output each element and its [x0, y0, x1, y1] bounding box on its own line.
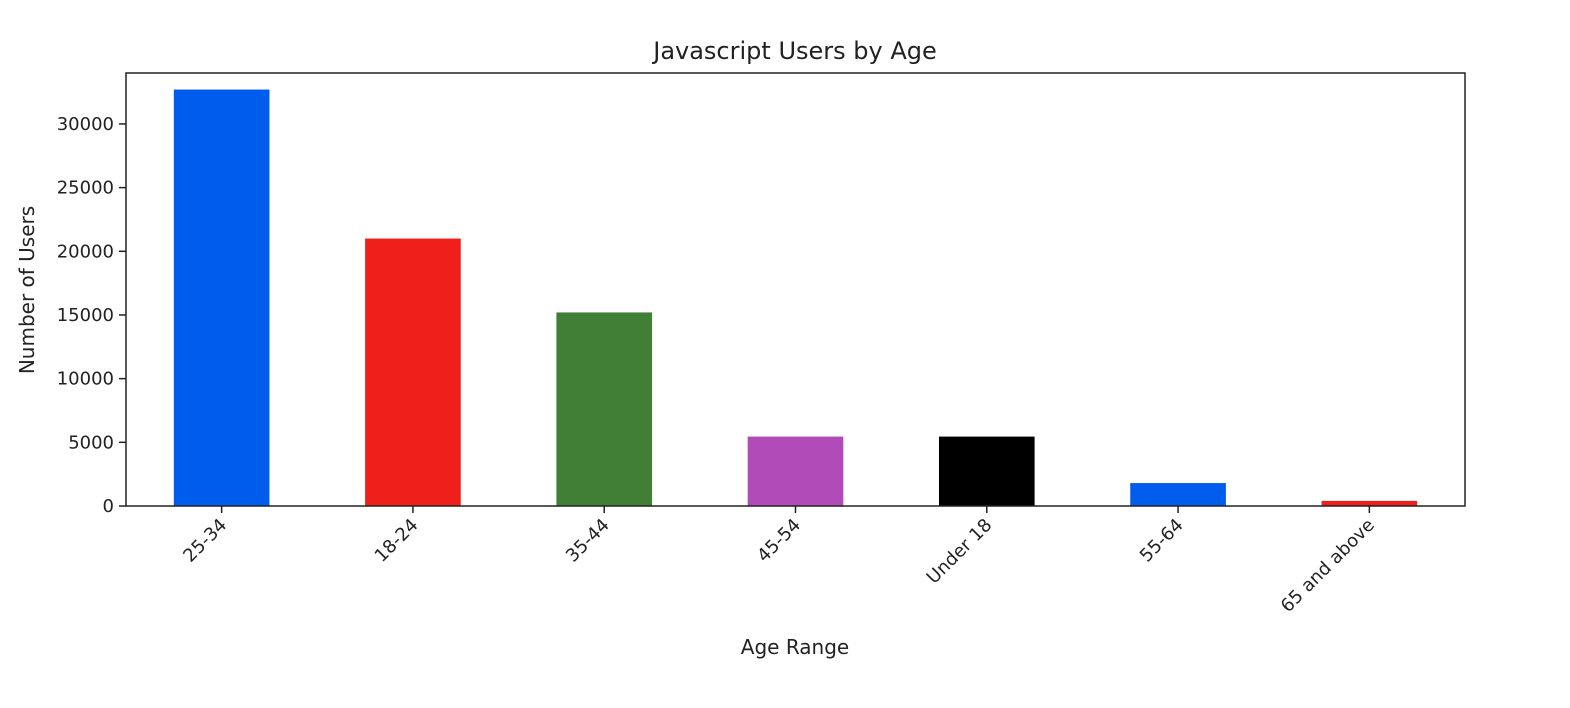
x-axis-ticks: 25-34 18-24 35-44 45-54 Under 18 55-64 65 and … [179, 506, 1379, 617]
y-tick-label: 0 [103, 496, 114, 517]
bar-under-18 [938, 436, 1035, 506]
x-tick-label: 25-34 [179, 515, 231, 567]
x-tick-label: 35-44 [562, 515, 614, 567]
bars-group [173, 89, 1418, 507]
x-tick-label: 55-64 [1136, 515, 1188, 567]
x-tick-label: 45-54 [753, 515, 805, 567]
bar-65-and-above [1321, 500, 1418, 506]
bar-45-54 [747, 436, 844, 506]
x-tick-label: Under 18 [923, 515, 997, 589]
y-tick-label: 10000 [57, 369, 114, 390]
bar-55-64 [1130, 483, 1226, 506]
y-axis-label: Number of Users [15, 206, 39, 374]
y-tick-label: 15000 [57, 305, 114, 326]
x-tick-label: 18-24 [371, 515, 423, 567]
bar-35-44 [556, 312, 653, 506]
y-axis-ticks: 0 5000 10000 15000 20000 25000 30000 [57, 114, 126, 517]
x-tick-label: 65 and above [1277, 515, 1379, 617]
y-tick-label: 25000 [57, 178, 114, 199]
y-tick-label: 30000 [57, 114, 114, 135]
bar-18-24 [365, 238, 461, 506]
bar-25-34 [173, 89, 270, 507]
chart-title: Javascript Users by Age [651, 37, 937, 65]
y-tick-label: 20000 [57, 241, 114, 262]
y-tick-label: 5000 [68, 432, 114, 453]
plot-frame [125, 72, 1466, 507]
x-axis-label: Age Range [741, 635, 849, 659]
